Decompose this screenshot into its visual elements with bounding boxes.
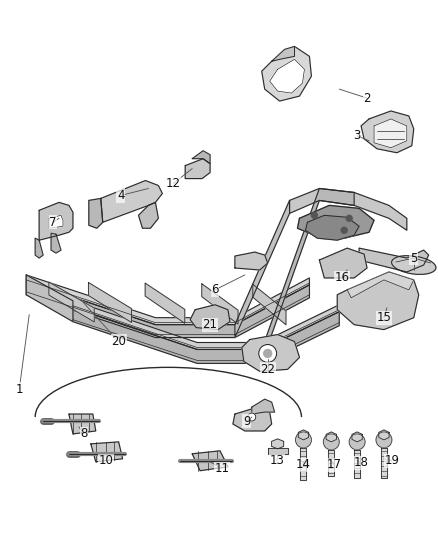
Polygon shape [202, 284, 238, 324]
Polygon shape [49, 215, 63, 228]
Text: 19: 19 [385, 454, 399, 467]
Polygon shape [298, 430, 309, 440]
Text: 16: 16 [335, 271, 350, 285]
Text: 12: 12 [166, 177, 181, 190]
Polygon shape [352, 432, 362, 442]
Polygon shape [145, 283, 185, 324]
Polygon shape [290, 189, 407, 230]
Text: 20: 20 [111, 335, 126, 348]
Text: 22: 22 [260, 363, 275, 376]
Text: 10: 10 [98, 454, 113, 467]
Polygon shape [305, 215, 359, 240]
Circle shape [376, 432, 392, 448]
Polygon shape [192, 151, 210, 164]
Ellipse shape [392, 256, 436, 274]
Polygon shape [69, 414, 96, 434]
Polygon shape [379, 430, 389, 440]
Text: 7: 7 [49, 216, 57, 229]
Polygon shape [328, 450, 334, 475]
Polygon shape [185, 159, 210, 179]
Polygon shape [381, 448, 387, 478]
Text: 11: 11 [215, 462, 230, 475]
Polygon shape [242, 335, 300, 372]
Text: 13: 13 [269, 454, 284, 467]
Polygon shape [91, 442, 123, 462]
Text: 5: 5 [410, 252, 417, 264]
Text: 6: 6 [211, 284, 219, 296]
Circle shape [311, 212, 318, 219]
Polygon shape [326, 432, 336, 442]
Polygon shape [374, 119, 407, 148]
Polygon shape [26, 275, 73, 321]
Text: 1: 1 [15, 383, 23, 395]
Polygon shape [253, 284, 286, 325]
Circle shape [323, 434, 339, 450]
Polygon shape [252, 399, 275, 414]
Polygon shape [101, 181, 162, 222]
Circle shape [349, 434, 365, 450]
Polygon shape [319, 248, 367, 278]
Polygon shape [138, 203, 159, 228]
Polygon shape [268, 448, 288, 454]
Polygon shape [272, 46, 294, 61]
Polygon shape [190, 305, 230, 329]
Polygon shape [297, 205, 374, 238]
Polygon shape [26, 275, 309, 325]
Text: 21: 21 [202, 318, 218, 331]
Polygon shape [272, 439, 284, 449]
Polygon shape [354, 450, 360, 478]
Polygon shape [347, 272, 414, 298]
Polygon shape [361, 111, 414, 153]
Text: 9: 9 [243, 415, 251, 427]
Polygon shape [73, 308, 339, 364]
Polygon shape [262, 46, 311, 101]
Polygon shape [89, 198, 103, 228]
Polygon shape [39, 203, 73, 240]
Polygon shape [359, 248, 429, 272]
Circle shape [296, 432, 311, 448]
Polygon shape [73, 301, 339, 350]
Text: 15: 15 [377, 311, 392, 324]
Text: 18: 18 [353, 456, 368, 469]
Polygon shape [192, 451, 228, 471]
Text: 3: 3 [353, 130, 361, 142]
Polygon shape [300, 448, 307, 480]
Text: 14: 14 [296, 458, 311, 471]
Circle shape [259, 344, 277, 362]
Circle shape [248, 413, 256, 421]
Polygon shape [49, 282, 94, 322]
Text: 2: 2 [363, 92, 371, 104]
Circle shape [341, 227, 347, 233]
Polygon shape [235, 252, 268, 270]
Polygon shape [51, 233, 61, 253]
Polygon shape [235, 200, 290, 337]
Polygon shape [35, 238, 43, 258]
Polygon shape [26, 282, 309, 337]
Polygon shape [88, 282, 131, 322]
Polygon shape [337, 272, 419, 329]
Polygon shape [262, 189, 354, 362]
Polygon shape [233, 407, 272, 431]
Polygon shape [270, 59, 304, 93]
Circle shape [264, 350, 272, 358]
Text: 8: 8 [80, 427, 88, 440]
Circle shape [346, 215, 352, 221]
Text: 17: 17 [327, 458, 342, 471]
Text: 4: 4 [117, 189, 124, 202]
